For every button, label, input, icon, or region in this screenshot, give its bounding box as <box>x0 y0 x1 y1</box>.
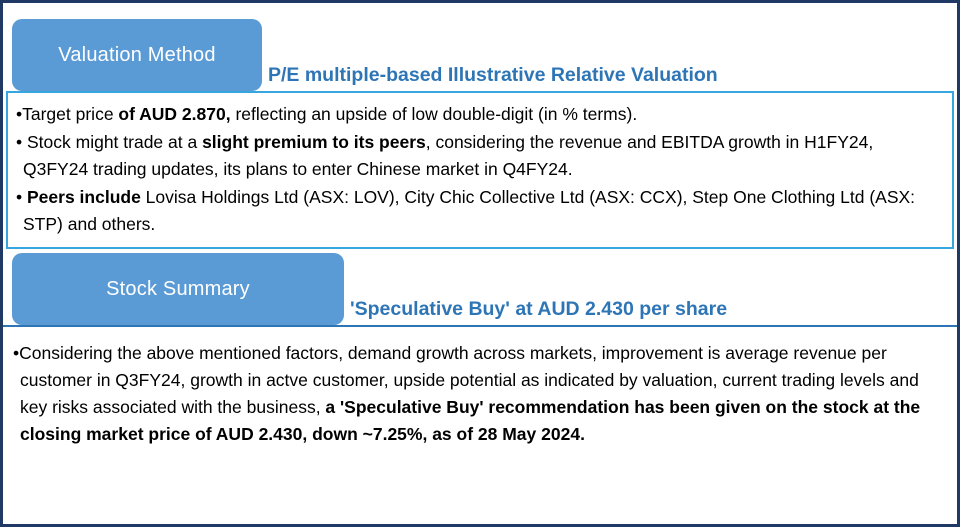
valuation-points-box: •Target price of AUD 2.870, reflecting a… <box>6 91 954 249</box>
valuation-method-tab: Valuation Method <box>12 19 262 91</box>
summary-heading: 'Speculative Buy' at AUD 2.430 per share <box>350 298 728 320</box>
text-run: • <box>16 187 27 207</box>
text-run: •Considering the above mentioned factors… <box>13 343 919 417</box>
text-run-bold: a 'Speculative Buy' recommendation has b… <box>20 397 921 444</box>
text-run-bold: slight premium to its peers <box>202 132 426 152</box>
text-run: •Target price <box>16 104 119 124</box>
text-run: Lovisa Holdings Ltd (ASX: LOV), City Chi… <box>23 187 916 234</box>
summary-section: Stock Summary 'Speculative Buy' at AUD 2… <box>3 249 957 448</box>
stock-summary-tab: Stock Summary <box>12 253 344 325</box>
valuation-bullet-1: •Target price of AUD 2.870, reflecting a… <box>16 101 942 128</box>
valuation-section: Valuation Method P/E multiple-based Illu… <box>3 3 957 249</box>
text-run-bold: Peers include <box>27 187 141 207</box>
summary-body: •Considering the above mentioned factors… <box>3 327 957 448</box>
summary-tab-label: Stock Summary <box>106 277 250 300</box>
valuation-tab-label: Valuation Method <box>58 43 216 66</box>
valuation-heading: P/E multiple-based Illustrative Relative… <box>268 64 718 86</box>
valuation-bullet-2: • Stock might trade at a slight premium … <box>16 129 942 183</box>
summary-bullet-1: •Considering the above mentioned factors… <box>13 340 943 448</box>
valuation-header: Valuation Method P/E multiple-based Illu… <box>3 3 957 91</box>
summary-header: Stock Summary 'Speculative Buy' at AUD 2… <box>3 249 957 327</box>
text-run: , considering the revenue and EBITDA gro… <box>23 132 874 179</box>
text-run: reflecting an upside of low double-digit… <box>230 104 638 124</box>
text-run: • Stock might trade at a <box>16 132 203 152</box>
text-run-bold: of AUD 2.870, <box>118 104 231 124</box>
valuation-bullet-3: • Peers include Lovisa Holdings Ltd (ASX… <box>16 184 942 238</box>
